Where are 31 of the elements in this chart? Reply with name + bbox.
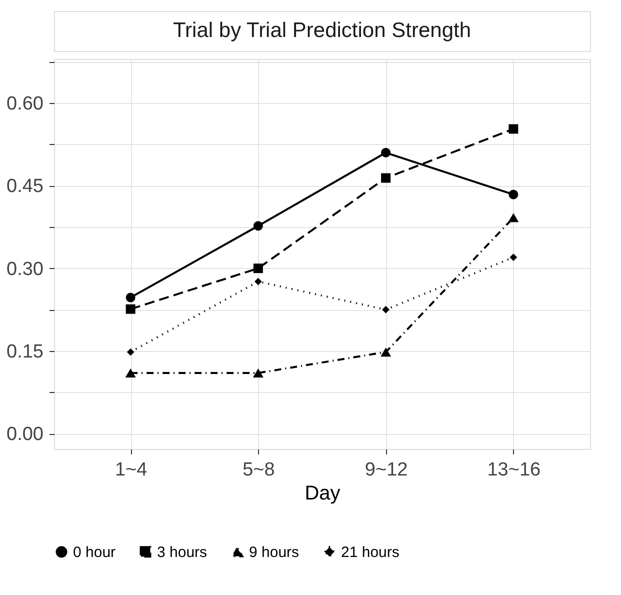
point: [254, 278, 262, 286]
point: [381, 148, 391, 158]
legend-label: 0 hour: [73, 544, 116, 561]
legend-label: 21 hours: [341, 544, 400, 561]
point: [510, 254, 518, 262]
point: [126, 348, 134, 356]
point: [252, 368, 264, 378]
point: [126, 304, 136, 314]
point: [126, 292, 136, 302]
chart-title: Trial by Trial Prediction Strength: [172, 19, 472, 42]
point: [380, 348, 392, 357]
point: [381, 173, 391, 183]
x-tick-label: 1~4: [114, 460, 148, 480]
legend-label: 3 hours: [157, 544, 208, 561]
point: [125, 368, 136, 378]
x-tick-label: 13~16: [487, 460, 541, 480]
x-tick-label: 5~8: [242, 460, 275, 480]
x-tick-label: 9~12: [364, 460, 408, 480]
y-tick-label: 0.45: [6, 176, 44, 198]
point: [508, 213, 519, 222]
legend-label: 9 hours: [249, 544, 300, 562]
point: [253, 264, 263, 274]
point: [253, 221, 263, 231]
y-tick-label: 0.30: [6, 258, 44, 280]
point: [508, 124, 518, 134]
y-tick-label: 0.00: [6, 424, 44, 446]
y-tick-label: 0.15: [6, 341, 44, 362]
point: [508, 190, 518, 200]
y-tick-label: 0.60: [6, 94, 44, 115]
point: [382, 306, 390, 314]
x-axis-title: Day: [304, 482, 340, 504]
